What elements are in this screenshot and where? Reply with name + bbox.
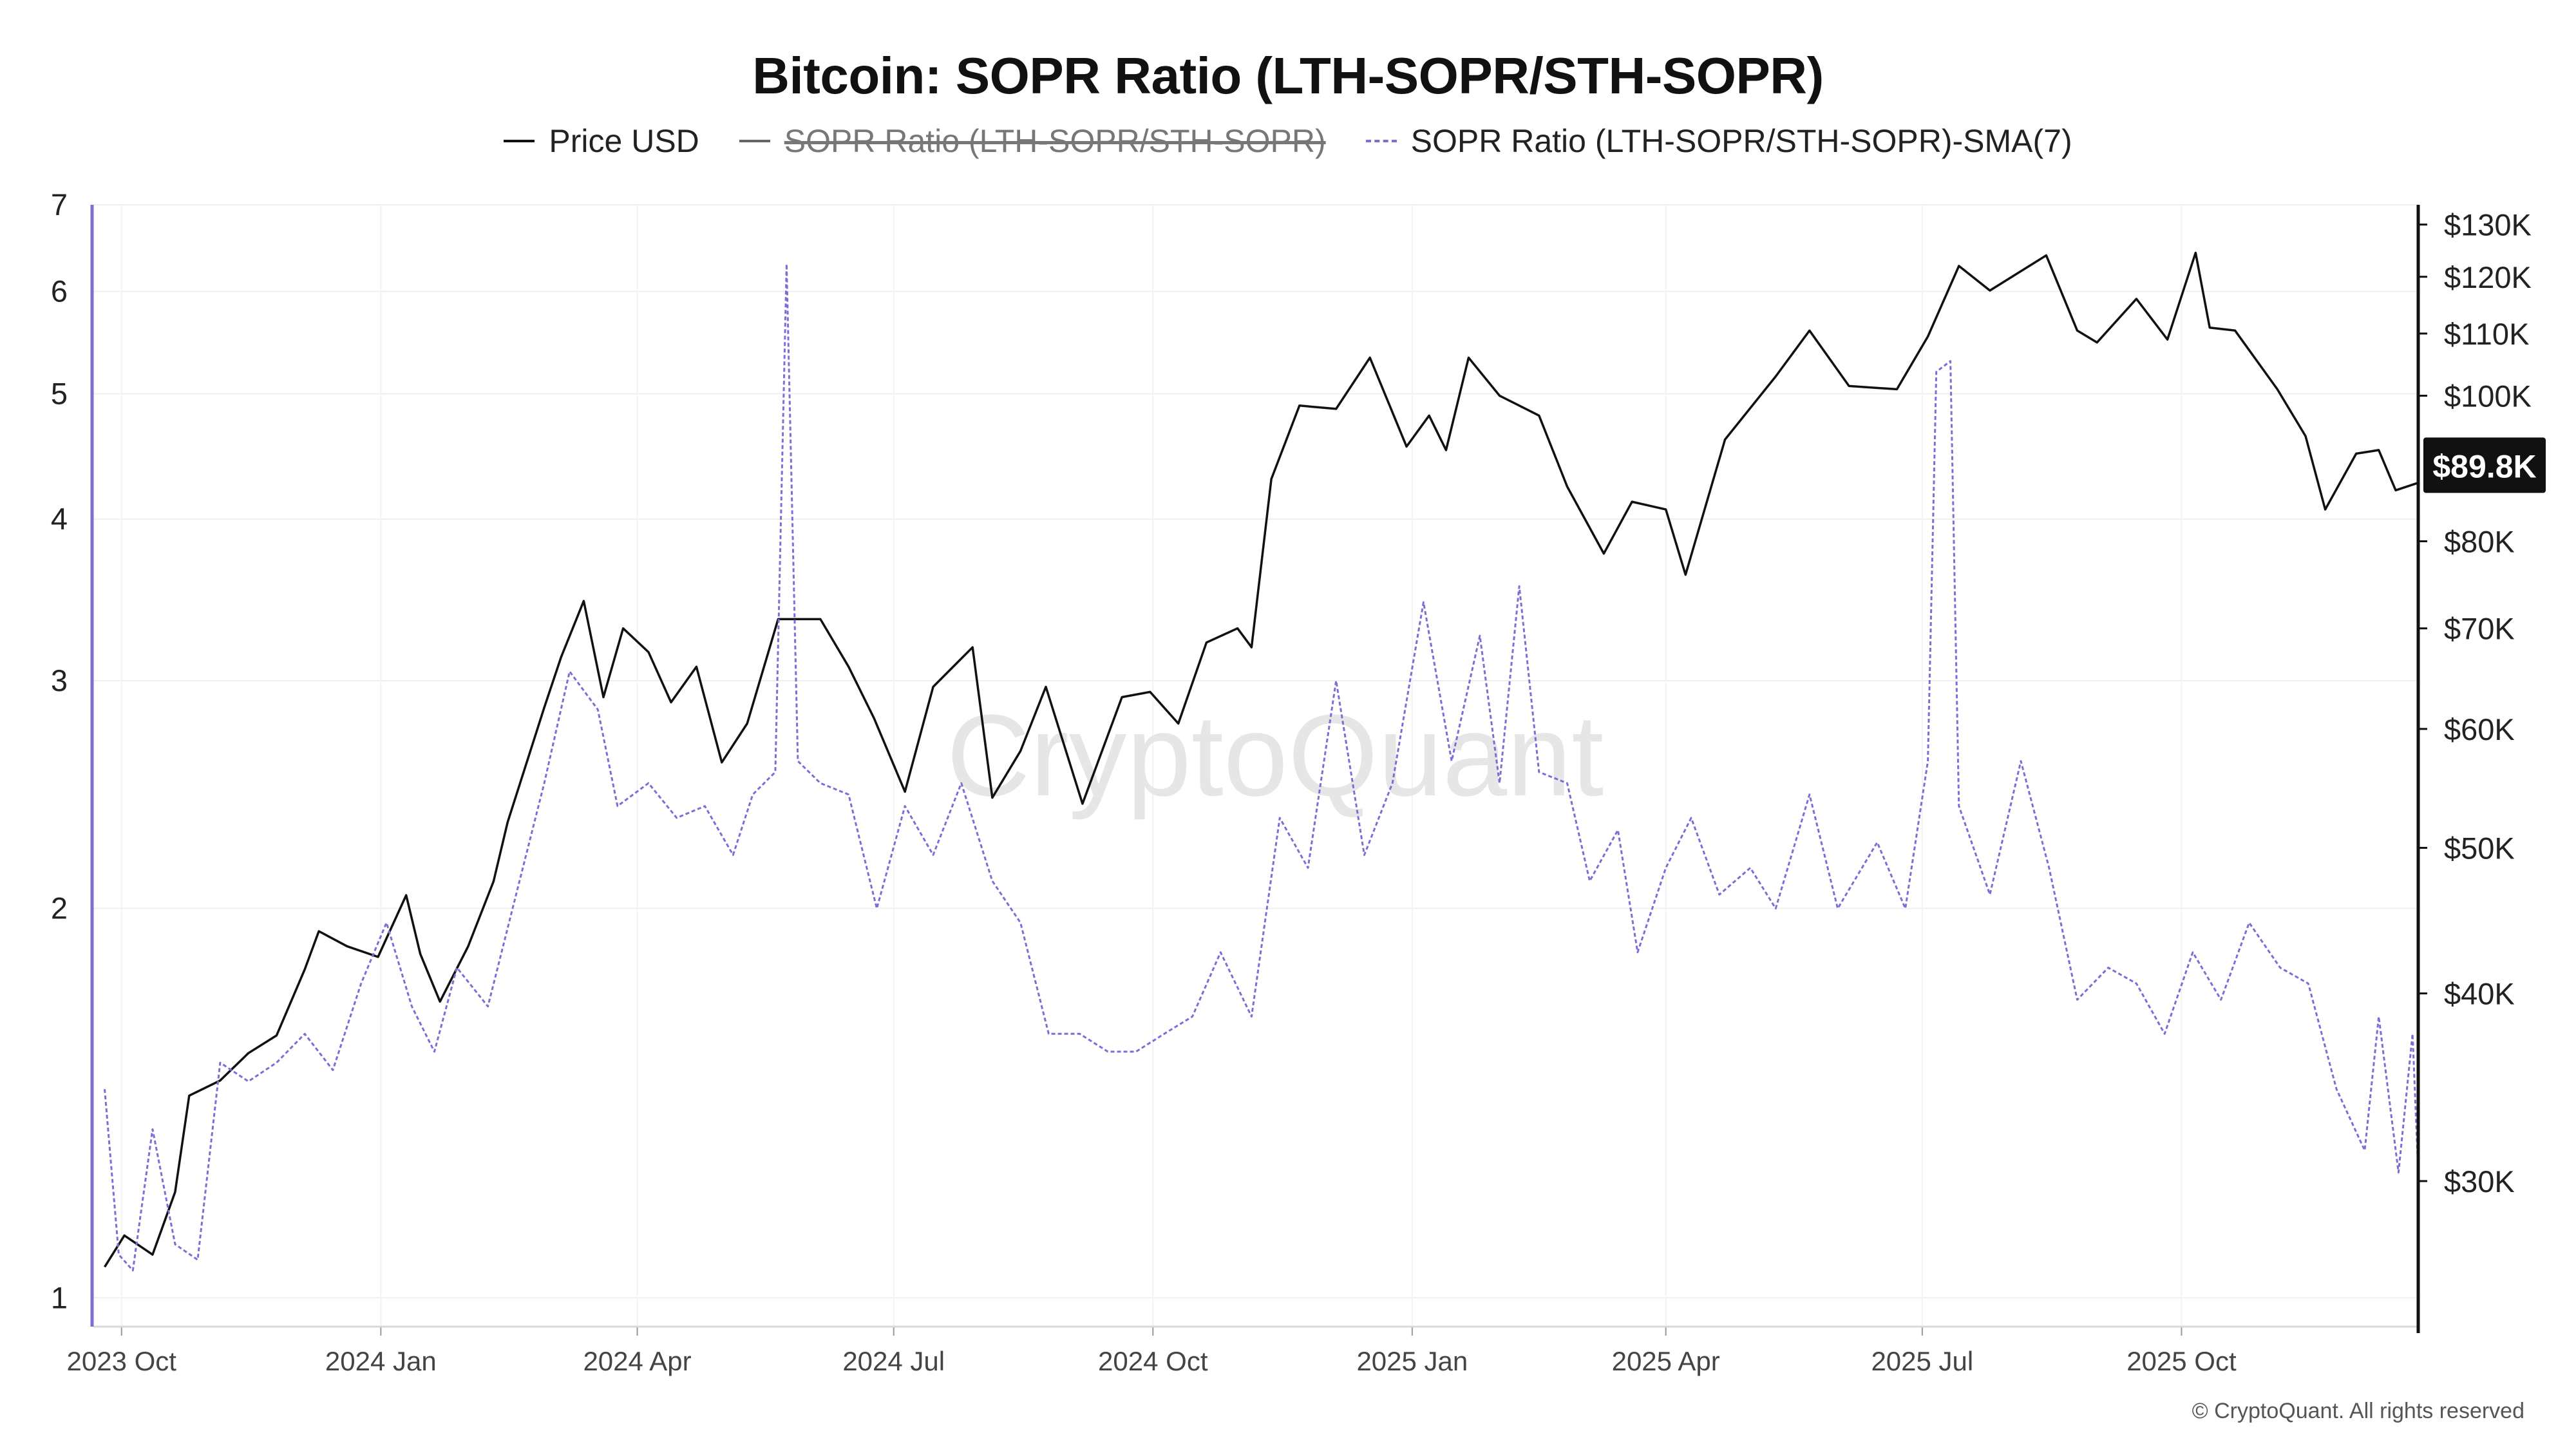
x-axis-tick-label: 2024 Jan <box>325 1346 437 1376</box>
copyright-notice: © CryptoQuant. All rights reserved <box>2192 1399 2524 1423</box>
left-axis-tick-label: 4 <box>51 502 68 536</box>
right-axis-tick-label: $80K <box>2444 524 2515 558</box>
x-axis-tick-label: 2023 Oct <box>67 1346 177 1376</box>
left-axis-tick-label: 6 <box>51 274 68 308</box>
watermark-text: CryptoQuant <box>947 691 1604 820</box>
legend-label-price: Price USD <box>549 123 699 159</box>
legend-swatch-price <box>504 140 535 142</box>
right-axis-tick-label: $50K <box>2444 831 2515 866</box>
x-axis-tick-label: 2024 Oct <box>1098 1346 1208 1376</box>
legend: Price USD SOPR Ratio (LTH-SOPR/STH-SOPR)… <box>0 122 2576 160</box>
legend-item-sopr-ratio[interactable]: SOPR Ratio (LTH-SOPR/STH-SOPR) <box>739 122 1326 160</box>
legend-item-price[interactable]: Price USD <box>504 122 699 160</box>
right-axis-tick-label: $100K <box>2444 379 2532 413</box>
left-axis-tick-label: 3 <box>51 663 68 697</box>
x-axis-tick-label: 2025 Jul <box>1871 1346 1973 1376</box>
right-axis-tick-label: $70K <box>2444 612 2515 646</box>
right-axis-tick-label: $30K <box>2444 1164 2515 1198</box>
axis-layer: 1 2 3 4 5 6 7 2023 Oct 2024 Jan 2024 Apr 2024 Jul 2… <box>51 187 2546 1376</box>
right-axis-tick-label: $110K <box>2444 317 2529 351</box>
left-axis-tick-label: 1 <box>51 1280 68 1314</box>
left-axis-tick-label: 7 <box>51 187 68 222</box>
legend-swatch-sopr-ratio <box>739 140 770 142</box>
x-axis-tick-label: 2025 Jan <box>1356 1346 1468 1376</box>
left-axis-tick-label: 2 <box>51 891 68 925</box>
x-axis-tick-label: 2024 Apr <box>583 1346 691 1376</box>
current-price-label: $89.8K <box>2432 448 2536 484</box>
right-axis-tick-label: $120K <box>2444 260 2532 294</box>
series-layer <box>104 251 2420 1272</box>
right-axis-tick-label: $60K <box>2444 712 2515 746</box>
legend-label-sopr-ratio: SOPR Ratio (LTH-SOPR/STH-SOPR) <box>784 123 1326 159</box>
series-line-sopr-sma <box>104 263 2420 1272</box>
legend-swatch-sopr-sma <box>1365 140 1397 142</box>
series-line-price <box>104 251 2419 1268</box>
legend-item-sopr-sma[interactable]: SOPR Ratio (LTH-SOPR/STH-SOPR)-SMA(7) <box>1365 122 2072 160</box>
right-axis-tick-label: $130K <box>2444 208 2532 242</box>
grid-layer <box>93 204 2418 1327</box>
x-axis-tick-label: 2025 Apr <box>1612 1346 1720 1376</box>
x-axis-tick-label: 2025 Oct <box>2126 1346 2237 1376</box>
chart-title: Bitcoin: SOPR Ratio (LTH-SOPR/STH-SOPR) <box>752 47 1824 104</box>
legend-label-sopr-sma: SOPR Ratio (LTH-SOPR/STH-SOPR)-SMA(7) <box>1410 123 2072 159</box>
x-axis-tick-label: 2024 Jul <box>842 1346 945 1376</box>
current-price-badge <box>2423 437 2546 493</box>
right-axis-tick-label: $40K <box>2444 977 2515 1011</box>
left-axis-tick-label: 5 <box>51 376 68 410</box>
